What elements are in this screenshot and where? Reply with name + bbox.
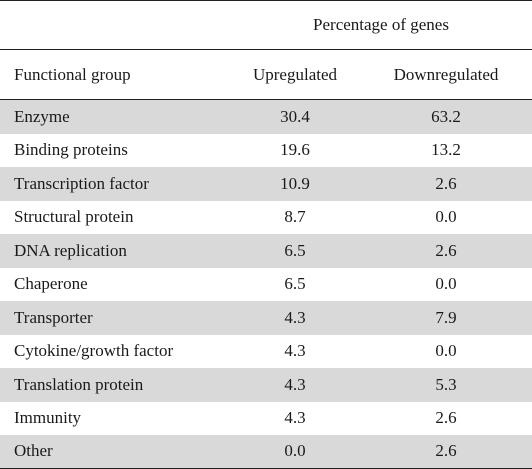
row-group: DNA replication <box>14 240 127 260</box>
row-upregulated: 30.4 <box>280 106 310 126</box>
column-header-group: Functional group <box>14 64 131 84</box>
table-row: Immunity 4.3 2.6 <box>0 402 532 436</box>
table-row: Structural protein 8.7 0.0 <box>0 201 532 235</box>
row-downregulated: 0.0 <box>435 341 457 361</box>
span-header-label: Percentage of genes <box>313 15 449 34</box>
table-row: Enzyme 30.4 63.2 <box>0 100 532 134</box>
row-upregulated: 0.0 <box>284 441 306 461</box>
table-row: Other 0.0 2.6 <box>0 435 532 469</box>
table-row: Binding proteins 19.6 13.2 <box>0 134 532 168</box>
row-upregulated: 6.5 <box>284 240 306 260</box>
row-downregulated: 2.6 <box>435 441 457 461</box>
table-row: Chaperone 6.5 0.0 <box>0 268 532 302</box>
row-upregulated: 4.3 <box>284 374 306 394</box>
column-header-downregulated: Downregulated <box>393 64 499 84</box>
row-downregulated: 5.3 <box>435 374 457 394</box>
row-upregulated: 6.5 <box>284 274 306 294</box>
row-downregulated: 63.2 <box>431 106 461 126</box>
column-header-upregulated: Upregulated <box>252 64 338 84</box>
row-downregulated: 0.0 <box>435 207 457 227</box>
row-downregulated: 2.6 <box>435 173 457 193</box>
row-downregulated: 13.2 <box>431 140 461 160</box>
row-group: Cytokine/growth factor <box>14 341 174 361</box>
row-group: Structural protein <box>14 207 134 227</box>
row-group: Immunity <box>14 408 82 428</box>
row-group: Transcription factor <box>14 173 149 193</box>
row-downregulated: 2.6 <box>435 408 457 428</box>
row-upregulated: 4.3 <box>284 307 306 327</box>
table-row: Transporter 4.3 7.9 <box>0 301 532 335</box>
row-group: Chaperone <box>14 274 88 294</box>
row-upregulated: 19.6 <box>280 140 310 160</box>
row-downregulated: 7.9 <box>435 307 457 327</box>
table-row: Translation protein 4.3 5.3 <box>0 368 532 402</box>
row-group: Enzyme <box>14 106 70 126</box>
span-header: Percentage of genes <box>0 0 532 50</box>
row-upregulated: 10.9 <box>280 173 310 193</box>
row-group: Binding proteins <box>14 140 128 160</box>
row-upregulated: 4.3 <box>284 341 306 361</box>
row-downregulated: 0.0 <box>435 274 457 294</box>
table-row: Cytokine/growth factor 4.3 0.0 <box>0 335 532 369</box>
row-upregulated: 8.7 <box>284 207 306 227</box>
table-row: Transcription factor 10.9 2.6 <box>0 167 532 201</box>
row-group: Transporter <box>14 307 93 327</box>
column-header-row: Functional group Upregulated Downregulat… <box>0 50 532 100</box>
row-group: Translation protein <box>14 374 144 394</box>
row-downregulated: 2.6 <box>435 240 457 260</box>
row-upregulated: 4.3 <box>284 408 306 428</box>
row-group: Other <box>14 441 53 461</box>
table-row: DNA replication 6.5 2.6 <box>0 234 532 268</box>
